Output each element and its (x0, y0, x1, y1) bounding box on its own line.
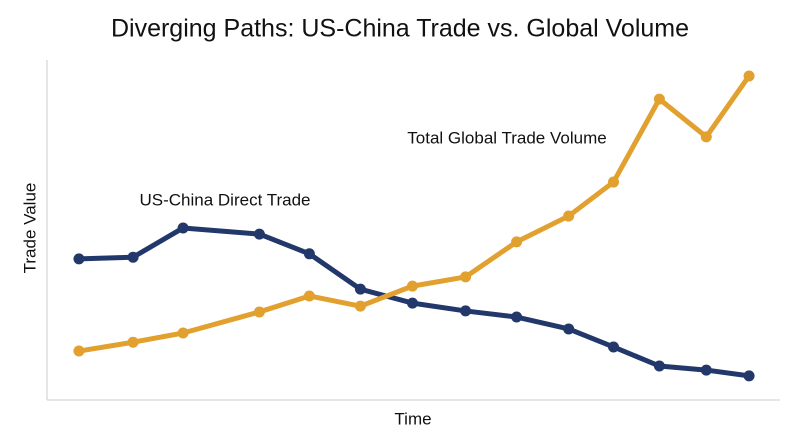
series-label: Total Global Trade Volume (407, 128, 606, 147)
point (511, 311, 523, 323)
point (700, 131, 712, 143)
series-label: US-China Direct Trade (139, 190, 310, 209)
point (406, 280, 418, 292)
point (460, 271, 472, 283)
point (354, 283, 366, 295)
y-axis-label: Trade Value (20, 183, 39, 274)
point (253, 228, 265, 240)
point (73, 253, 85, 265)
point (608, 341, 620, 353)
point (354, 300, 366, 312)
point (563, 210, 575, 222)
chart-title: Diverging Paths: US-China Trade vs. Glob… (111, 15, 689, 43)
point (73, 345, 85, 357)
point (700, 364, 712, 376)
point (460, 305, 472, 317)
point (303, 290, 315, 302)
series-line (78, 74, 752, 354)
point (743, 370, 755, 382)
series-line (78, 225, 750, 379)
point (177, 222, 189, 234)
point (303, 248, 315, 260)
point (563, 323, 575, 335)
point (177, 327, 189, 339)
point (127, 336, 139, 348)
point (743, 70, 755, 82)
point (653, 360, 665, 372)
point (406, 297, 418, 309)
x-axis-label: Time (394, 409, 431, 428)
point (511, 236, 523, 248)
point (653, 93, 665, 105)
point (608, 176, 620, 188)
point (253, 306, 265, 318)
point (127, 251, 139, 263)
